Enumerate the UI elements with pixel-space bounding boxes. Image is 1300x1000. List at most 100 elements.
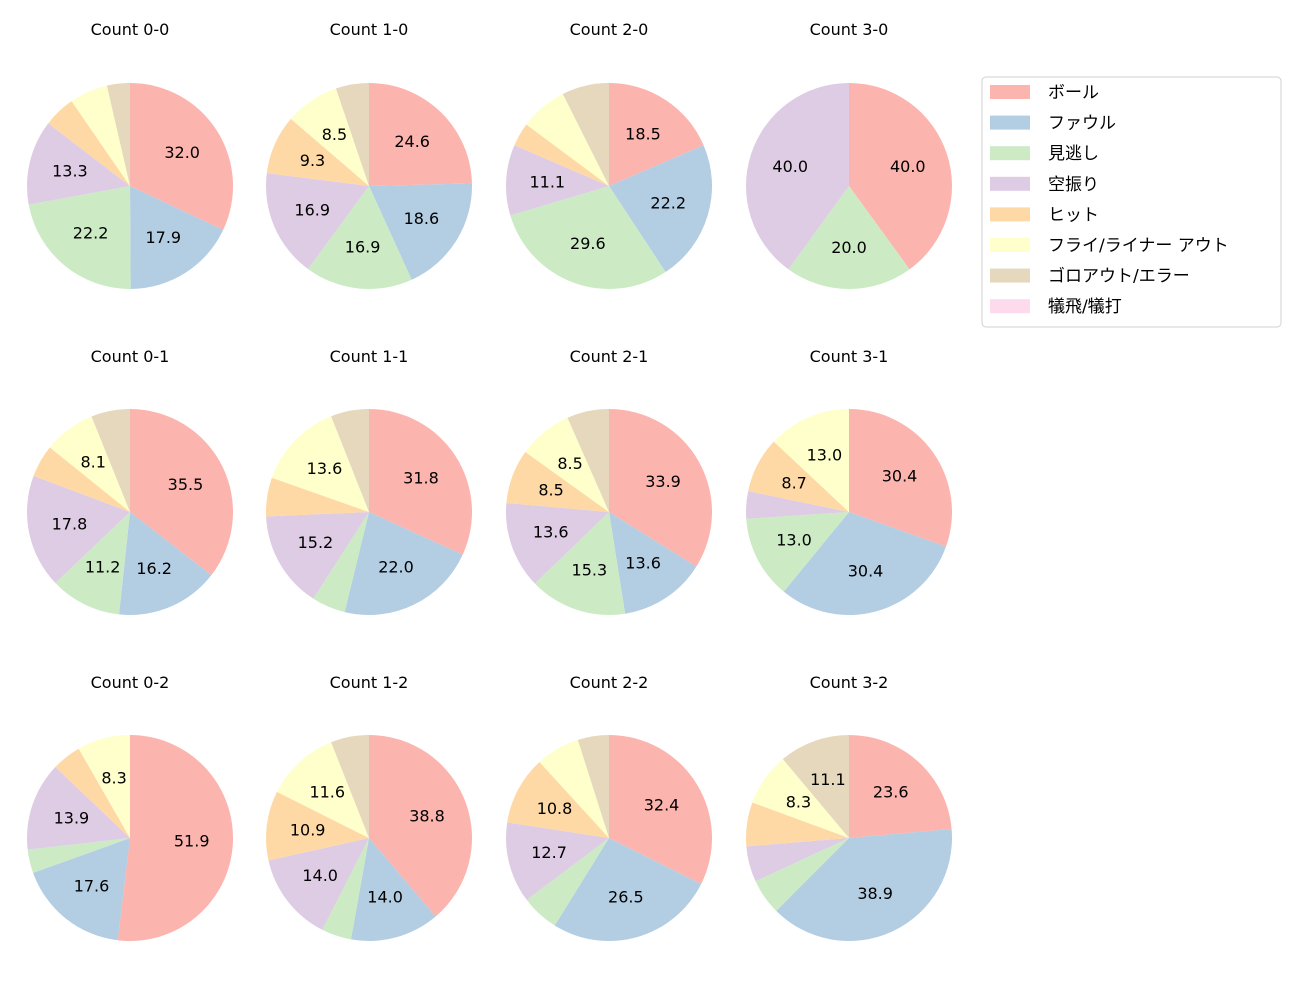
pie-slice-1: [119, 512, 212, 615]
pie-count-0-0: Count 0-0 32.0 17.9 22.2 13.3: [27, 20, 233, 289]
pie-slice-5: [773, 409, 849, 512]
slice-label: 8.5: [538, 481, 563, 500]
pie-slice-4: [266, 477, 369, 517]
legend-swatch: [990, 115, 1030, 130]
pie-slice-0: [849, 409, 952, 547]
slice-label: 30.4: [848, 562, 884, 581]
pie-slice-2: [755, 838, 849, 911]
slice-label: 24.6: [394, 132, 430, 151]
pie-slice-1: [344, 512, 463, 615]
pie-slice-6: [577, 735, 609, 838]
slice-label: 26.5: [608, 887, 644, 906]
pie-title: Count 0-1: [91, 347, 170, 366]
slice-label: 38.9: [857, 884, 893, 903]
pie-slice-2: [534, 512, 626, 615]
pie-slice-4: [48, 101, 130, 186]
pie-slice-0: [609, 409, 712, 567]
pie-slice-5: [525, 417, 609, 512]
pie-title: Count 3-1: [810, 347, 889, 366]
pie-count-2-1: Count 2-133.913.615.313.68.58.5: [505, 347, 712, 615]
pie-slice-5: [271, 416, 369, 512]
slice-label: 8.5: [322, 125, 347, 144]
pie-slice-2: [313, 512, 369, 613]
pie-slice-3: [506, 822, 609, 900]
pie-slice-6: [91, 409, 130, 512]
pie-slice-6: [331, 735, 369, 838]
slice-label: 20.0: [831, 238, 867, 257]
pie-slice-6: [782, 735, 849, 838]
legend-label: 犠飛/犠打: [1048, 297, 1122, 317]
pie-count-3-1: Count 3-130.430.413.08.713.0: [746, 347, 952, 615]
slice-label: 29.6: [570, 234, 606, 253]
pie-slice-2: [510, 186, 666, 289]
pie-slice-3: [27, 767, 130, 850]
slice-label: 38.8: [409, 807, 445, 826]
pie-slice-3: [746, 83, 849, 270]
pie-slice-0: [849, 735, 952, 838]
slice-label: 40.0: [772, 157, 808, 176]
pie-count-3-2: Count 3-2 23.6 38.9 8.3 11.1: [745, 673, 952, 941]
slice-label: 18.6: [404, 209, 440, 228]
legend-label: ボール: [1048, 83, 1099, 103]
pie-slice-5: [539, 739, 609, 838]
slice-label: 35.5: [168, 475, 204, 494]
pie-slice-2: [788, 186, 910, 289]
pie-slice-1: [130, 186, 224, 289]
legend-label: ファウル: [1048, 114, 1116, 134]
pie-slice-2: [322, 838, 369, 940]
slice-label: 10.9: [290, 820, 326, 839]
pie-slice-3: [505, 502, 609, 584]
pie-slice-3: [268, 838, 369, 930]
slice-label: 17.6: [74, 876, 110, 895]
pie-count-1-1: Count 1-1 31.8 22.0 15.2 13.6: [266, 347, 472, 615]
pie-slice-1: [609, 145, 712, 273]
pie-slice-1: [783, 512, 946, 615]
pie-count-1-2: Count 1-2 38.8 14.0 14.0 10.9 11.6: [265, 673, 472, 941]
slice-label: 9.3: [300, 151, 325, 170]
slice-label: 22.0: [378, 558, 414, 577]
legend-label: ゴロアウト/エラー: [1048, 266, 1190, 287]
slice-label: 31.8: [403, 469, 439, 488]
pie-slice-3: [506, 145, 609, 216]
pie-slice-4: [745, 802, 849, 847]
pie-slice-5: [276, 742, 369, 838]
legend-swatch: [990, 176, 1030, 191]
pie-slice-3: [266, 173, 369, 269]
slice-label: 8.3: [101, 768, 126, 787]
pie-slice-0: [849, 83, 953, 270]
slice-label: 13.0: [807, 445, 843, 464]
pie-slice-1: [609, 512, 697, 614]
slice-label: 30.4: [882, 466, 918, 485]
slice-label: 11.1: [529, 172, 565, 191]
slice-label: 8.7: [781, 474, 806, 493]
legend-swatch: [990, 299, 1030, 314]
pie-slice-4: [506, 451, 609, 512]
slice-label: 17.9: [145, 228, 181, 247]
pie-title: Count 2-2: [570, 673, 649, 692]
pie-count-0-2: Count 0-2 51.9 17.6 13.9 8.3: [27, 673, 233, 941]
pie-title: Count 3-2: [810, 673, 889, 692]
pie-slice-4: [265, 791, 369, 861]
slice-label: 33.9: [645, 472, 681, 491]
slice-label: 18.5: [625, 124, 661, 143]
pie-slice-2: [307, 186, 412, 289]
legend-swatch: [990, 238, 1030, 252]
pie-slice-4: [748, 441, 849, 512]
slice-label: 11.2: [85, 557, 121, 576]
slice-label: 8.5: [557, 454, 582, 473]
slice-label: 51.9: [174, 832, 210, 851]
pie-slice-5: [290, 88, 369, 186]
pie-slice-2: [28, 186, 131, 289]
slice-label: 13.6: [533, 523, 569, 542]
legend-swatch: [990, 207, 1030, 222]
pie-slice-1: [554, 838, 702, 942]
legend-swatch: [990, 146, 1030, 161]
legend-swatch: [990, 85, 1030, 99]
pie-slice-4: [266, 118, 369, 186]
slice-label: 13.6: [625, 554, 661, 573]
pie-slice-0: [117, 735, 233, 941]
pie-slice-4: [507, 761, 609, 838]
pie-title: Count 1-0: [330, 20, 409, 39]
slice-label: 16.9: [345, 237, 381, 256]
